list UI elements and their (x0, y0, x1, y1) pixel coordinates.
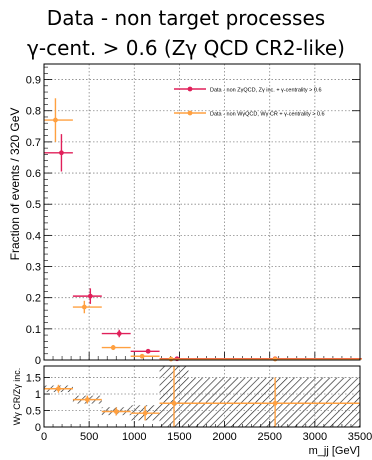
chart-title-line2: γ-cent. > 0.6 (Zγ QCD CR2-like) (27, 36, 345, 60)
x-tick-label: 1000 (122, 431, 146, 443)
main-y-tick-label: 0.5 (26, 199, 41, 211)
legend-marker (187, 86, 193, 92)
ratio-data-point (113, 409, 119, 414)
main-y-tick-label: 0.6 (26, 168, 41, 180)
ratio-y-tick-label: 0 (35, 422, 41, 434)
ratio-plot-frame (43, 365, 361, 428)
main-data-point (272, 356, 278, 362)
chart-title-line1: Data - non target processes (46, 6, 326, 30)
x-tick-label: 1500 (167, 431, 191, 443)
main-y-tick-label: 0.1 (26, 324, 41, 336)
main-y-tick-label: 0.4 (26, 230, 41, 242)
ratio-y-tick-label: 1 (35, 389, 41, 401)
main-y-tick-label: 0.8 (26, 106, 41, 118)
ratio-y-axis-label: Wγ CR/Zγ inc. (12, 368, 22, 426)
main-data-point (81, 304, 87, 310)
main-y-tick-label: 0.9 (26, 75, 41, 87)
legend-label: Data - non WγQCD, Wγ CR + γ-centrality >… (210, 112, 325, 118)
x-tick-label: 3000 (303, 431, 327, 443)
legend-marker (187, 110, 193, 116)
legend-label: Data - non ZγQCD, Zγ inc. + γ-centrality… (210, 88, 322, 94)
ratio-data-point (56, 386, 61, 392)
main-data-point (59, 150, 64, 156)
main-data-point (87, 293, 93, 299)
x-tick-label: 500 (80, 431, 98, 443)
main-data-point (53, 117, 58, 123)
main-data-point (168, 356, 174, 362)
ratio-y-tick-label: 1.5 (26, 373, 41, 385)
main-data-point (145, 348, 151, 354)
main-y-tick-label: 0.2 (26, 293, 41, 305)
x-axis-label: m_jj [GeV] (309, 445, 360, 457)
ratio-data-point (84, 397, 90, 403)
ratio-data-point (272, 400, 278, 406)
main-plot-area (44, 64, 360, 360)
x-tick-label: 2500 (257, 431, 281, 443)
main-y-tick-label: 0.3 (26, 262, 41, 274)
x-tick-label: 0 (41, 431, 47, 443)
main-plot-frame (43, 63, 361, 361)
ratio-y-tick-label: 0.5 (26, 406, 41, 418)
ratio-data-point (171, 400, 177, 406)
main-y-tick-label: 0.7 (26, 137, 41, 149)
main-data-point (110, 345, 116, 350)
main-y-tick-label: 0 (35, 355, 41, 367)
main-y-axis-label: Fraction of events / 320 GeV (8, 108, 22, 261)
main-data-point (139, 353, 145, 359)
ratio-plot: 0 0.5 1 1.5 0 500 1000 1500 2000 2500 3000 3500 Wγ C… (12, 365, 372, 457)
ratio-data-point (142, 410, 148, 416)
main-data-point (116, 331, 122, 336)
x-tick-label: 3500 (348, 431, 372, 443)
main-plot: 0 0.1 0.2 0.3 0.4 0.5 0.6 0.7 0.8 0.9 Data - non Z… (8, 63, 362, 367)
x-tick-label: 2000 (212, 431, 236, 443)
